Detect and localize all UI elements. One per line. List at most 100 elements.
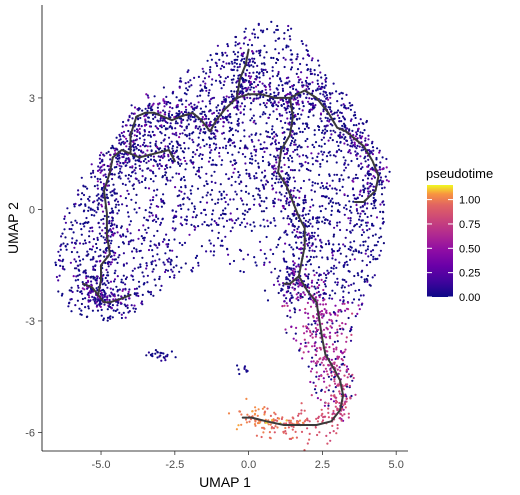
scatter-point [184,82,187,85]
scatter-point [100,314,103,317]
scatter-point [269,93,272,96]
scatter-point [333,361,336,364]
scatter-point [277,70,280,74]
scatter-point [119,135,122,138]
scatter-point [243,217,246,221]
scatter-point [242,91,245,94]
scatter-point [158,277,161,281]
scatter-point [88,199,91,202]
scatter-point [121,182,124,185]
scatter-point [181,132,184,135]
scatter-point [304,139,307,143]
scatter-point [130,104,133,107]
scatter-point [323,308,326,311]
scatter-point [380,193,384,196]
scatter-point [185,87,188,90]
scatter-point [311,249,314,252]
scatter-point [101,210,105,213]
scatter-point [293,288,296,291]
scatter-point [113,191,116,194]
scatter-point [315,271,318,274]
scatter-point [286,304,289,307]
scatter-point [347,247,350,251]
scatter-point [330,326,333,329]
scatter-point [344,384,347,387]
scatter-point [283,260,286,263]
scatter-point [193,103,196,106]
scatter-point [299,342,302,345]
scatter-point [163,155,166,158]
scatter-point [191,216,194,219]
scatter-point [100,169,104,172]
scatter-point [326,187,329,191]
scatter-point [103,214,106,218]
scatter-point [324,285,327,288]
scatter-point [204,82,207,85]
scatter-point [221,54,224,57]
scatter-point [341,115,345,118]
scatter-point [304,224,307,227]
scatter-point [307,232,310,235]
scatter-point [308,249,311,252]
scatter-point [307,273,310,276]
scatter-point [275,147,278,150]
scatter-point [185,134,188,137]
scatter-point [298,190,301,193]
scatter-point [185,111,188,114]
scatter-point [145,231,148,234]
scatter-point [285,291,288,294]
scatter-point [287,426,290,429]
scatter-point [106,286,109,289]
scatter-point [267,225,270,228]
scatter-point [295,297,298,300]
scatter-point [347,412,350,415]
scatter-point [309,334,312,337]
scatter-point [366,215,369,219]
scatter-point [307,115,310,119]
scatter-point [145,161,148,164]
scatter-point [298,169,301,172]
scatter-point [366,274,369,277]
scatter-point [153,134,156,137]
scatter-point [157,110,160,113]
scatter-point [295,293,298,296]
scatter-point [135,211,138,214]
scatter-point [339,369,342,372]
scatter-point [146,94,149,97]
scatter-point [345,280,348,283]
scatter-point [140,235,143,238]
scatter-point [113,293,116,296]
scatter-point [287,278,290,281]
scatter-point [116,231,119,234]
scatter-point [288,204,291,207]
scatter-point [252,194,255,198]
scatter-point [99,161,102,164]
scatter-point [338,249,341,252]
scatter-point [286,270,289,274]
scatter-point [253,33,256,36]
scatter-point [327,239,330,242]
scatter-point [124,235,128,238]
scatter-point [290,325,293,328]
scatter-point [169,263,172,266]
scatter-point [320,76,323,79]
scatter-point [249,88,252,91]
scatter-point [233,167,236,170]
scatter-point [338,133,341,136]
scatter-point [357,122,361,125]
scatter-point [272,418,275,421]
scatter-point [125,145,128,148]
scatter-point [87,307,90,310]
scatter-point [346,143,349,146]
scatter-point [163,147,166,150]
scatter-point [264,104,267,107]
scatter-point [63,217,66,220]
scatter-point [205,121,208,124]
scatter-point [293,225,296,228]
scatter-point [298,196,301,199]
scatter-point [323,100,326,103]
scatter-point [299,187,303,190]
scatter-point [297,291,300,294]
scatter-point [311,279,314,282]
scatter-point [224,147,227,150]
